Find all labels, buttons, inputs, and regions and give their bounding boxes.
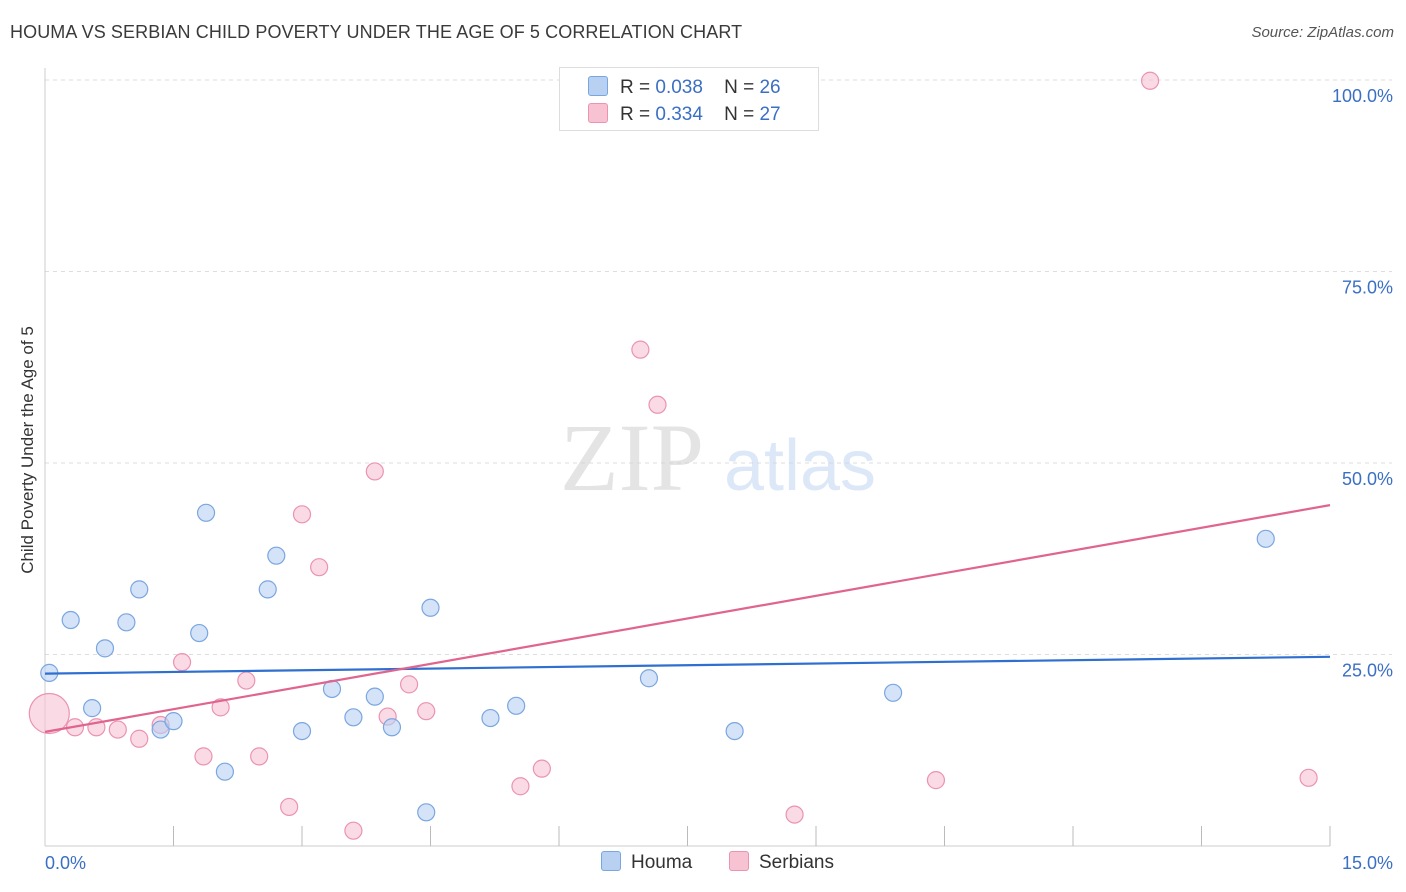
houma-point bbox=[883, 683, 903, 702]
chart-title: HOUMA VS SERBIAN CHILD POVERTY UNDER THE… bbox=[10, 22, 743, 42]
watermark-atlas: atlas bbox=[724, 426, 876, 506]
serbians-r-label: R = bbox=[620, 104, 651, 125]
tick-labels: 25.0% 50.0% 75.0% 100.0% 0.0% 15.0% bbox=[45, 86, 1393, 873]
houma-r-label: R = bbox=[620, 77, 651, 98]
serbians-r-value: 0.334 bbox=[655, 104, 703, 125]
serbians-point bbox=[237, 671, 256, 690]
houma-n-value: 26 bbox=[759, 77, 781, 98]
houma-point bbox=[196, 503, 216, 522]
x-tick-label-start: 0.0% bbox=[45, 853, 86, 873]
serbians-point bbox=[310, 558, 329, 577]
watermark: ZIP atlas bbox=[560, 404, 876, 511]
houma-point bbox=[267, 546, 286, 565]
source-label: Source: ZipAtlas.com bbox=[1251, 24, 1394, 41]
serbians-point bbox=[194, 747, 213, 766]
serbians-point bbox=[926, 771, 946, 790]
legend-item-serbians: Serbians bbox=[729, 851, 834, 874]
serbians-point bbox=[417, 702, 436, 721]
y-tick-label: 75.0% bbox=[1342, 278, 1393, 298]
legend-row-serbians: R = 0.334 N = 27 bbox=[588, 103, 781, 127]
serbians-swatch bbox=[588, 103, 608, 123]
houma-trend-line bbox=[44, 655, 1331, 675]
houma-point bbox=[382, 718, 402, 737]
serbians-n-label: N = bbox=[724, 104, 755, 125]
houma-point bbox=[481, 708, 500, 728]
houma-point bbox=[365, 687, 384, 706]
serbians-point bbox=[532, 759, 551, 778]
y-tick-label: 100.0% bbox=[1332, 86, 1393, 106]
houma-point bbox=[417, 803, 436, 822]
serbians-point bbox=[280, 797, 299, 817]
houma-point bbox=[117, 613, 136, 632]
legend-row-houma: R = 0.038 N = 26 bbox=[588, 76, 781, 100]
houma-points bbox=[40, 503, 1275, 822]
serbians-point bbox=[250, 747, 269, 766]
axes bbox=[44, 68, 1331, 847]
serbians-point bbox=[28, 692, 70, 735]
houma-swatch bbox=[588, 76, 608, 96]
legend-houma-swatch bbox=[601, 851, 621, 871]
serbians-point bbox=[1299, 768, 1318, 787]
serbians-n-value: 27 bbox=[759, 104, 781, 125]
serbians-point bbox=[648, 395, 667, 414]
serbians-point bbox=[1140, 71, 1160, 90]
legend-serbians-swatch bbox=[729, 851, 749, 871]
legend-item-houma: Houma bbox=[601, 851, 692, 874]
serbians-point bbox=[365, 462, 384, 481]
serbians-point bbox=[108, 720, 127, 739]
y-axis-label-wrap: Child Poverty Under the Age of 5 bbox=[14, 300, 42, 600]
correlation-legend: R = 0.038 N = 26 R = 0.334 N = 27 bbox=[559, 67, 819, 131]
houma-point bbox=[421, 598, 440, 617]
serbians-point bbox=[785, 805, 804, 824]
houma-point bbox=[258, 580, 277, 599]
houma-point bbox=[507, 696, 526, 715]
serbians-point bbox=[172, 653, 192, 672]
y-axis-label: Child Poverty Under the Age of 5 bbox=[18, 326, 37, 574]
serbians-point bbox=[130, 729, 149, 748]
legend-houma-label: Houma bbox=[631, 852, 693, 873]
houma-r-value: 0.038 bbox=[655, 77, 703, 98]
x-tick-label-end: 15.0% bbox=[1342, 853, 1393, 873]
houma-point bbox=[151, 720, 170, 739]
serbians-point bbox=[511, 777, 530, 796]
houma-point bbox=[639, 669, 659, 688]
houma-point bbox=[190, 623, 209, 643]
serbians-point bbox=[399, 675, 419, 694]
serbians-point bbox=[292, 505, 312, 524]
legend-serbians-label: Serbians bbox=[759, 852, 834, 873]
houma-point bbox=[725, 721, 744, 741]
watermark-zip: ZIP bbox=[560, 404, 704, 511]
grid-lines bbox=[45, 79, 1392, 655]
serbians-trend-line bbox=[44, 504, 1331, 733]
y-tick-label: 25.0% bbox=[1342, 661, 1393, 681]
serbians-point bbox=[344, 821, 363, 840]
houma-n-label: N = bbox=[724, 77, 755, 98]
serbians-point bbox=[211, 698, 230, 717]
houma-point bbox=[164, 712, 183, 731]
houma-point bbox=[1256, 529, 1275, 548]
serbians-points bbox=[28, 71, 1318, 840]
houma-point bbox=[83, 699, 102, 718]
serbians-point bbox=[631, 340, 650, 359]
y-tick-label: 50.0% bbox=[1342, 469, 1393, 489]
houma-point bbox=[215, 762, 234, 781]
trend-lines bbox=[44, 504, 1331, 733]
houma-point bbox=[130, 580, 149, 599]
houma-point bbox=[344, 708, 363, 727]
houma-point bbox=[61, 610, 80, 630]
houma-point bbox=[292, 721, 312, 741]
houma-point bbox=[95, 639, 115, 658]
